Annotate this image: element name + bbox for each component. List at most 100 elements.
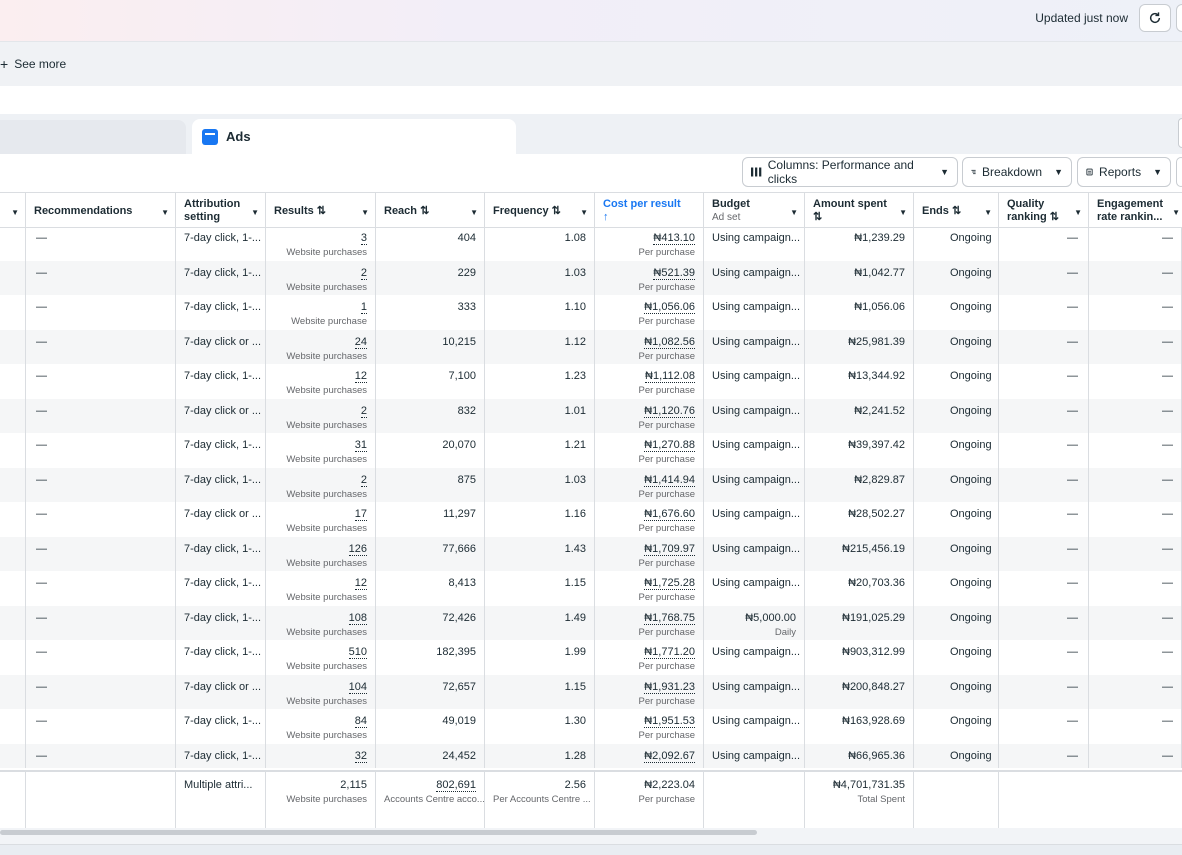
tab-ad-sets[interactable] bbox=[0, 120, 186, 154]
cell-budget[interactable]: Using campaign... bbox=[704, 433, 805, 468]
cell-frequency: 1.15 bbox=[485, 571, 595, 606]
columns-button[interactable]: Columns: Performance and clicks ▼ bbox=[742, 157, 958, 187]
cell-attribution[interactable]: 7-day click or ... bbox=[176, 674, 266, 709]
chevron-down-icon: ▼ bbox=[1153, 167, 1162, 177]
header-prev-column[interactable]: ▼ bbox=[0, 193, 26, 229]
header-results[interactable]: Results ⇅ ▼ bbox=[266, 193, 376, 229]
cell-attribution[interactable]: 7-day click, 1-... bbox=[176, 433, 266, 468]
cell-attribution-value: 7-day click, 1-... bbox=[184, 542, 262, 555]
tab-side-button[interactable] bbox=[1178, 118, 1182, 148]
table-row[interactable]: — 7-day click, 1-... 108 Website purchases 7… bbox=[0, 605, 1182, 640]
cell-amount-spent: ₦39,397.42 bbox=[805, 433, 914, 468]
table-row[interactable]: — 7-day click or ... 2 Website purchases 832… bbox=[0, 398, 1182, 433]
cell-budget[interactable]: ₦5,000.00 Daily bbox=[704, 605, 805, 640]
more-actions-button[interactable] bbox=[1176, 4, 1182, 32]
cell-attribution[interactable]: 7-day click, 1-... bbox=[176, 640, 266, 675]
cell-engagement-ranking: — bbox=[1089, 433, 1182, 468]
cell-attribution[interactable]: 7-day click, 1-... bbox=[176, 743, 266, 768]
table-row[interactable]: — 7-day click, 1-... 510 Website purchases 1… bbox=[0, 640, 1182, 675]
cell-attribution[interactable]: 7-day click or ... bbox=[176, 329, 266, 364]
cell-budget[interactable]: Using campaign... bbox=[704, 640, 805, 675]
header-recommendations[interactable]: Recommendations ▼ bbox=[26, 193, 176, 229]
more-toolbar-button[interactable] bbox=[1176, 157, 1182, 187]
header-quality-ranking[interactable]: Quality ranking ⇅ ▼ bbox=[999, 193, 1089, 229]
cell-cost-per-result-value: ₦1,120.76 bbox=[644, 404, 695, 418]
cell-attribution[interactable]: 7-day click, 1-... bbox=[176, 709, 266, 744]
cell-attribution[interactable]: 7-day click, 1-... bbox=[176, 295, 266, 330]
cell-results-value: 2 bbox=[360, 404, 367, 418]
table-body: — 7-day click, 1-... 3 Website purchases 404… bbox=[0, 228, 1182, 768]
cell-budget[interactable]: Using campaign... bbox=[704, 398, 805, 433]
cell-budget[interactable]: Using campaign... bbox=[704, 674, 805, 709]
header-amount-spent-label: Amount spent bbox=[813, 198, 887, 210]
cell-engagement-ranking: — bbox=[1089, 467, 1182, 502]
tab-ads[interactable]: Ads bbox=[192, 119, 516, 154]
cell-attribution[interactable]: 7-day click, 1-... bbox=[176, 467, 266, 502]
cell-attribution-value: 7-day click, 1-... bbox=[184, 301, 262, 313]
cell-budget[interactable]: Using campaign... bbox=[704, 260, 805, 295]
cell-attribution[interactable]: 7-day click, 1-... bbox=[176, 228, 266, 261]
see-more-button[interactable]: + See more bbox=[0, 56, 66, 72]
cell-reach: 832 bbox=[376, 398, 485, 433]
cell-frequency: 1.01 bbox=[485, 398, 595, 433]
cell-attribution[interactable]: 7-day click, 1-... bbox=[176, 364, 266, 399]
table-row[interactable]: — 7-day click or ... 104 Website purchases 7… bbox=[0, 674, 1182, 709]
cell-budget[interactable]: Using campaign... bbox=[704, 743, 805, 768]
cell-frequency: 1.30 bbox=[485, 709, 595, 744]
cell-reach: 8,413 bbox=[376, 571, 485, 606]
table-row[interactable]: — 7-day click, 1-... 1 Website purchase 333 1… bbox=[0, 295, 1182, 330]
cell-quality-ranking-value: — bbox=[1067, 439, 1078, 451]
table-row[interactable]: — 7-day click, 1-... 2 Website purchases 229… bbox=[0, 260, 1182, 295]
cell-cost-per-result: ₦2,092.67 bbox=[595, 743, 704, 768]
header-reach[interactable]: Reach ⇅ ▼ bbox=[376, 193, 485, 229]
cell-amount-spent: ₦2,241.52 bbox=[805, 398, 914, 433]
breakdown-button[interactable]: Breakdown ▼ bbox=[962, 157, 1072, 187]
header-attribution-setting[interactable]: Attribution setting ▼ bbox=[176, 193, 266, 229]
cell-budget[interactable]: Using campaign... bbox=[704, 502, 805, 537]
cell-budget-value: Using campaign... bbox=[712, 715, 801, 727]
header-amount-spent[interactable]: Amount spent ⇅ ▼ bbox=[805, 193, 914, 229]
cell-budget[interactable]: Using campaign... bbox=[704, 536, 805, 571]
cell-quality-ranking-value: — bbox=[1067, 577, 1078, 589]
table-row[interactable]: — 7-day click, 1-... 12 Website purchases 7,… bbox=[0, 364, 1182, 399]
cell-budget[interactable]: Using campaign... bbox=[704, 709, 805, 744]
reports-button[interactable]: Reports ▼ bbox=[1077, 157, 1171, 187]
refresh-button[interactable] bbox=[1139, 4, 1171, 32]
cell-attribution[interactable]: 7-day click, 1-... bbox=[176, 536, 266, 571]
table-row[interactable]: — 7-day click, 1-... 12 Website purchases 8,… bbox=[0, 571, 1182, 606]
cell-attribution[interactable]: 7-day click or ... bbox=[176, 398, 266, 433]
cell-budget[interactable]: Using campaign... bbox=[704, 295, 805, 330]
table-row[interactable]: — 7-day click, 1-... 31 Website purchases 20… bbox=[0, 433, 1182, 468]
table-row[interactable]: — 7-day click, 1-... 126 Website purchases 7… bbox=[0, 536, 1182, 571]
cell-results-sub: Website purchases bbox=[286, 730, 367, 741]
header-cost-per-result[interactable]: Cost per result ↑ bbox=[595, 193, 704, 229]
cell-cost-per-result-sub: Per purchase bbox=[638, 385, 695, 396]
header-engagement-rate-ranking[interactable]: Engagement rate rankin... ▼ bbox=[1089, 193, 1182, 229]
cell-attribution[interactable]: 7-day click, 1-... bbox=[176, 605, 266, 640]
table-row[interactable]: — 7-day click, 1-... 2 Website purchases 875… bbox=[0, 467, 1182, 502]
cell-budget[interactable]: Using campaign... bbox=[704, 228, 805, 261]
table-row[interactable]: — 7-day click or ... 17 Website purchases 11… bbox=[0, 502, 1182, 537]
table-row[interactable]: — 7-day click or ... 24 Website purchases 10… bbox=[0, 329, 1182, 364]
cell-budget[interactable]: Using campaign... bbox=[704, 467, 805, 502]
cell-attribution[interactable]: 7-day click or ... bbox=[176, 502, 266, 537]
cell-attribution-value: 7-day click or ... bbox=[184, 404, 262, 417]
table-row[interactable]: — 7-day click, 1-... 32 24,452 1.28 ₦2,092.67… bbox=[0, 743, 1182, 768]
cell-budget[interactable]: Using campaign... bbox=[704, 364, 805, 399]
cell-ends: Ongoing bbox=[914, 260, 999, 295]
cell-results: 31 Website purchases bbox=[266, 433, 376, 468]
table-row[interactable]: — 7-day click, 1-... 84 Website purchases 49… bbox=[0, 709, 1182, 744]
cell-budget[interactable]: Using campaign... bbox=[704, 571, 805, 606]
table-row[interactable]: — 7-day click, 1-... 3 Website purchases 404… bbox=[0, 228, 1182, 261]
cell-attribution[interactable]: 7-day click, 1-... bbox=[176, 571, 266, 606]
cell-cost-per-result: ₦1,120.76 Per purchase bbox=[595, 398, 704, 433]
cell-attribution[interactable]: 7-day click, 1-... bbox=[176, 260, 266, 295]
header-ends[interactable]: Ends ⇅ ▼ bbox=[914, 193, 999, 229]
horizontal-scrollbar[interactable] bbox=[0, 830, 757, 835]
cell-budget[interactable]: Using campaign... bbox=[704, 329, 805, 364]
header-frequency[interactable]: Frequency ⇅ ▼ bbox=[485, 193, 595, 229]
cell-cost-per-result-value: ₦1,771.20 bbox=[644, 646, 695, 659]
cell-budget-value: Using campaign... bbox=[712, 749, 801, 762]
cell-frequency: 1.49 bbox=[485, 605, 595, 640]
header-budget[interactable]: Budget Ad set ▼ bbox=[704, 193, 805, 229]
